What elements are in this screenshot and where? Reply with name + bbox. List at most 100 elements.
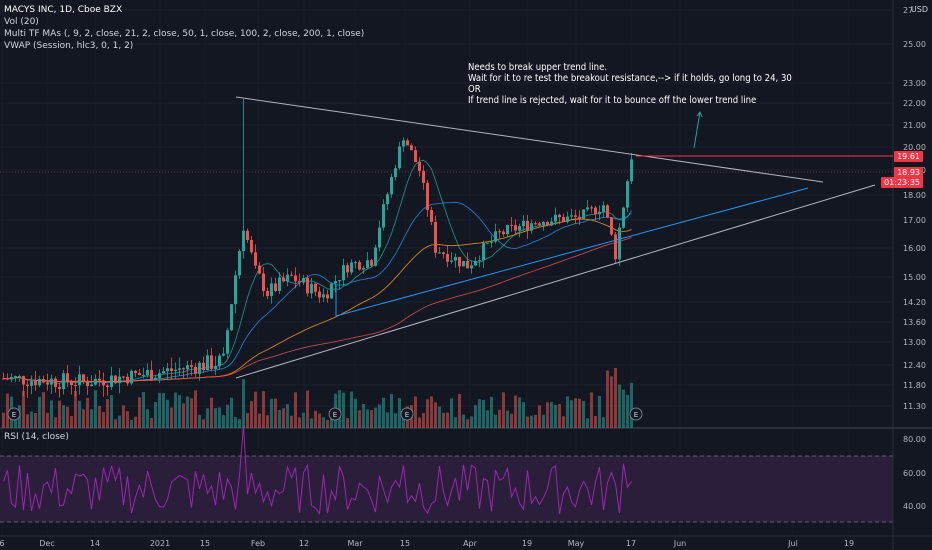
volume-bar bbox=[602, 417, 605, 428]
volume-bar bbox=[22, 390, 25, 428]
volume-bar bbox=[498, 409, 501, 428]
candle-body bbox=[374, 247, 377, 266]
price-tick-label: 21.00 bbox=[903, 121, 926, 130]
candle-body bbox=[546, 221, 549, 226]
time-tick-label: 15 bbox=[200, 539, 210, 548]
candle-body bbox=[62, 373, 65, 390]
rsi-legend[interactable]: RSI (14, close) bbox=[4, 432, 69, 442]
candle-body bbox=[478, 260, 481, 262]
lower-trend-line[interactable] bbox=[235, 184, 876, 379]
candle-body bbox=[586, 207, 589, 210]
volume-bar bbox=[70, 416, 73, 428]
volume-bar bbox=[394, 413, 397, 428]
moving-averages-legend[interactable]: Multi TF MAs (, 9, 2, close, 21, 2, clos… bbox=[4, 29, 365, 39]
candle-body bbox=[358, 262, 361, 270]
candle-body bbox=[502, 231, 505, 235]
volume-bar bbox=[418, 417, 421, 428]
candle-body bbox=[78, 374, 81, 386]
candle-body bbox=[218, 355, 221, 367]
candle-body bbox=[306, 277, 309, 294]
candle-body bbox=[10, 377, 13, 380]
candle-body bbox=[562, 217, 565, 222]
note-line-3: OR bbox=[468, 84, 481, 95]
time-tick-label: 12 bbox=[299, 539, 309, 548]
volume-bar bbox=[250, 401, 253, 428]
candle-body bbox=[446, 254, 449, 262]
volume-bar bbox=[14, 412, 17, 428]
time-tick-label: Dec bbox=[39, 539, 54, 548]
earnings-label: E bbox=[405, 411, 409, 419]
volume-bar bbox=[366, 409, 369, 428]
volume-bar bbox=[630, 382, 633, 428]
volume-bar bbox=[262, 391, 265, 428]
countdown-tag: 01:23:35 bbox=[881, 177, 923, 188]
blue-trend-line[interactable] bbox=[335, 187, 809, 317]
volume-bar bbox=[610, 376, 613, 428]
volume-bar bbox=[246, 413, 249, 428]
time-axis[interactable]: 6 Dec 14 2021 15 Feb 12 Mar 15 Apr 19 May 17 Jun Jul 19 bbox=[0, 539, 854, 548]
volume-bar bbox=[130, 419, 133, 428]
candle-body bbox=[290, 274, 293, 276]
volume-bar bbox=[526, 416, 529, 428]
rsi-tick-label: 80.00 bbox=[903, 435, 926, 444]
candle-body bbox=[378, 227, 381, 248]
time-tick-label: Apr bbox=[463, 539, 478, 548]
volume-bar bbox=[598, 395, 601, 428]
candle-body bbox=[182, 368, 185, 370]
candle-body bbox=[498, 231, 501, 233]
candle-body bbox=[30, 380, 33, 386]
volume-bar bbox=[378, 404, 381, 428]
rsi-polyline bbox=[3, 425, 632, 515]
volume-bar bbox=[74, 390, 77, 428]
candle-body bbox=[458, 256, 461, 267]
volume-bar bbox=[182, 403, 185, 428]
volume-bar bbox=[170, 407, 173, 428]
volume-legend[interactable]: Vol (20) bbox=[4, 17, 39, 27]
earnings-marker bbox=[629, 407, 643, 421]
candle-body bbox=[438, 252, 441, 254]
rsi-axis[interactable]: 80.00 60.00 40.00 bbox=[903, 435, 926, 511]
volume-bar bbox=[58, 400, 61, 428]
earnings-marker bbox=[7, 407, 21, 421]
time-tick-label: Jul bbox=[787, 539, 798, 548]
volume-bar bbox=[546, 402, 549, 428]
candle-body bbox=[506, 224, 509, 235]
price-axis[interactable]: 2725.0023.0022.0021.0020.0019.0018.0017.… bbox=[903, 6, 926, 411]
volume-bar bbox=[162, 393, 165, 428]
candle-body bbox=[558, 214, 561, 218]
vwap-legend[interactable]: VWAP (Session, hlc3, 0, 1, 2) bbox=[4, 41, 134, 51]
volume-bar bbox=[554, 404, 557, 428]
volume-bar bbox=[42, 392, 45, 428]
volume-bar bbox=[466, 419, 469, 428]
candle-body bbox=[126, 376, 129, 384]
candle-body bbox=[166, 368, 169, 372]
volume-bar bbox=[594, 415, 597, 428]
candle-body bbox=[50, 378, 53, 385]
candle-body bbox=[450, 260, 453, 262]
ma-line bbox=[3, 236, 632, 383]
target-arrow[interactable] bbox=[693, 110, 703, 149]
volume-bar bbox=[534, 415, 537, 428]
volume-bar bbox=[566, 396, 569, 428]
candle-body bbox=[26, 384, 29, 386]
volume-bar bbox=[290, 415, 293, 428]
volume-bar bbox=[482, 400, 485, 428]
annotation-note[interactable]: Needs to break upper trend line. Wait fo… bbox=[468, 62, 792, 106]
symbol-title[interactable]: MACYS INC, 1D, Cboe BZX bbox=[4, 5, 123, 15]
volume-bar bbox=[146, 409, 149, 428]
upper-trend-line[interactable] bbox=[235, 96, 824, 183]
current-price-tag: 18.93 bbox=[894, 167, 923, 178]
grid bbox=[0, 9, 893, 407]
volume-bar bbox=[458, 393, 461, 428]
candle-body bbox=[118, 376, 121, 384]
candle-body bbox=[102, 380, 105, 386]
candle-body bbox=[442, 252, 445, 255]
candle-body bbox=[554, 214, 557, 222]
candle-body bbox=[58, 386, 61, 390]
candle-body bbox=[2, 378, 5, 380]
currency-label[interactable]: USD bbox=[910, 5, 928, 14]
candle-body bbox=[258, 265, 261, 274]
candle-body bbox=[250, 240, 253, 253]
